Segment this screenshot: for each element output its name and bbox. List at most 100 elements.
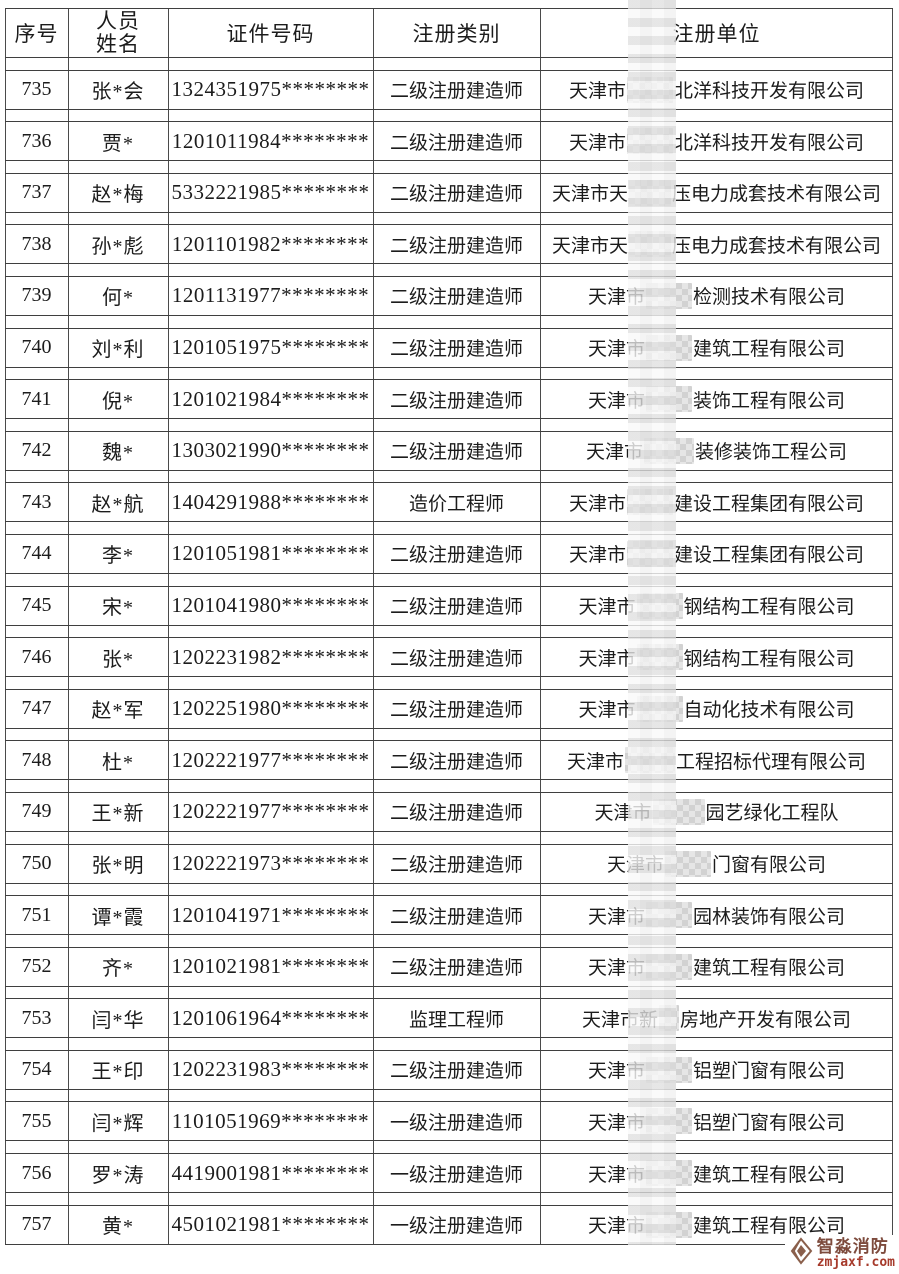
redacted-block: [665, 850, 711, 877]
table-vline: [168, 8, 169, 1245]
redacted-block: [627, 128, 673, 155]
column-header-id: 证件号码: [226, 22, 315, 46]
redacted-block: [627, 489, 673, 516]
person-name: 倪*: [102, 390, 134, 413]
person-name: 赵*梅: [91, 184, 145, 207]
register-unit: 天津市 北洋科技开发有限公司: [540, 122, 893, 160]
register-unit: 天津市 建筑工程有限公司: [540, 1206, 893, 1244]
unit-name-suffix: 建设工程集团有限公司: [674, 545, 865, 567]
row-index: 751: [21, 903, 52, 926]
register-category: 一级注册建造师: [389, 1164, 523, 1186]
row-index: 749: [21, 800, 52, 823]
redacted-block: [627, 76, 673, 103]
register-category: 二级注册建造师: [389, 648, 523, 670]
register-category: 二级注册建造师: [389, 184, 523, 206]
id-number: 1201131977********: [171, 283, 370, 308]
register-unit: 天津市 钢结构工程有限公司: [540, 638, 893, 676]
register-unit: 天津市 园林装饰有限公司: [540, 896, 893, 934]
id-number: 1404291988********: [171, 489, 370, 514]
register-unit: 天津市天 压电力成套技术有限公司: [540, 174, 893, 212]
table-header-row: 序号 人员 姓名 证件号码 注册类别 注册单位: [5, 8, 893, 58]
table-row: 755 闫*辉 1101051969******** 一级注册建造师 天津市 铝塑…: [5, 1101, 893, 1142]
id-number: 1202251980********: [171, 696, 370, 721]
table-vline: [540, 8, 541, 1245]
table-row: 744 李* 1201051981******** 二级注册建造师 天津市 建设工…: [5, 533, 893, 574]
table-vline: [5, 8, 6, 1245]
register-category: 二级注册建造师: [389, 442, 523, 464]
redacted-block: [646, 1160, 692, 1187]
unit-name-prefix: 天津市: [587, 287, 645, 309]
register-unit: 天津市 门窗有限公司: [540, 845, 893, 883]
unit-name-suffix: 北洋科技开发有限公司: [674, 132, 865, 154]
table-row: 749 王*新 1202221977******** 二级注册建造师 天津市 园艺…: [5, 791, 893, 832]
unit-name-suffix: 铝塑门窗有限公司: [693, 1112, 846, 1134]
row-index: 745: [21, 594, 52, 617]
redacted-block: [646, 953, 692, 980]
id-number: 4419001981********: [171, 1160, 370, 1185]
redacted-block: [636, 644, 683, 671]
unit-name-suffix: 园艺绿化工程队: [705, 803, 839, 825]
person-name: 贾*: [102, 132, 134, 155]
register-unit: 天津市天 压电力成套技术有限公司: [540, 225, 893, 263]
unit-name-prefix: 天津市: [568, 493, 626, 515]
register-unit: 天津市 装饰工程有限公司: [540, 380, 893, 418]
unit-name-prefix: 天津市: [587, 1112, 645, 1134]
column-header-category: 注册类别: [412, 22, 501, 46]
row-index: 741: [21, 387, 52, 410]
register-unit: 天津市 建筑工程有限公司: [540, 1154, 893, 1192]
redacted-block: [646, 1056, 692, 1083]
register-unit: 天津市 北洋科技开发有限公司: [540, 71, 893, 109]
register-category: 二级注册建造师: [389, 958, 523, 980]
register-unit: 天津市 园艺绿化工程队: [540, 793, 893, 831]
register-category: 二级注册建造师: [389, 855, 523, 876]
unit-name-suffix: 建设工程集团有限公司: [674, 493, 865, 515]
unit-name-prefix: 天津市: [568, 545, 626, 567]
table-row: 751 谭*霞 1201041971******** 二级注册建造师 天津市 园林…: [5, 895, 893, 936]
table-row: 738 孙*彪 1201101982******** 二级注册建造师 天津市天 压…: [5, 224, 893, 265]
id-number: 1201101982********: [171, 231, 370, 256]
redacted-block: [629, 179, 671, 206]
register-category: 监理工程师: [408, 1009, 504, 1031]
redacted-block: [636, 592, 683, 619]
unit-name-prefix: 天津市: [606, 855, 664, 876]
person-name: 王*印: [91, 1061, 145, 1084]
redacted-block: [644, 437, 694, 464]
redacted-block: [646, 1211, 692, 1238]
row-index: 746: [21, 645, 52, 668]
register-unit: 天津市 建设工程集团有限公司: [540, 535, 893, 573]
register-category: 二级注册建造师: [389, 906, 523, 928]
unit-name-suffix: 压电力成套技术有限公司: [672, 184, 882, 206]
register-unit: 天津市 钢结构工程有限公司: [540, 587, 893, 625]
unit-name-prefix: 天津市: [587, 1061, 645, 1083]
table-row: 742 魏* 1303021990******** 二级注册建造师 天津市 装修装…: [5, 430, 893, 471]
table-row: 750 张*明 1202221973******** 二级注册建造师 天津市 门窗…: [5, 843, 893, 884]
id-number: 1101051969********: [171, 1108, 370, 1133]
id-number: 1303021990********: [171, 438, 370, 463]
register-category: 二级注册建造师: [389, 339, 523, 361]
person-name: 王*新: [91, 803, 145, 826]
id-number: 1201061964********: [171, 1005, 370, 1030]
unit-name-prefix: 天津市: [568, 132, 626, 154]
register-unit: 天津市 工程招标代理有限公司: [540, 741, 893, 779]
register-category: 二级注册建造师: [389, 287, 523, 309]
table-row: 743 赵*航 1404291988******** 造价工程师 天津市 建设工程…: [5, 482, 893, 523]
unit-name-prefix: 天津市: [587, 390, 645, 412]
register-category: 二级注册建造师: [389, 132, 523, 154]
id-number: 1202221977********: [171, 799, 370, 824]
register-unit: 天津市 铝塑门窗有限公司: [540, 1051, 893, 1089]
person-name: 刘*利: [91, 339, 145, 362]
unit-name-suffix: 钢结构工程有限公司: [683, 648, 855, 670]
register-unit: 天津市新 房地产开发有限公司: [540, 999, 893, 1037]
redacted-block: [646, 334, 692, 361]
unit-name-prefix: 天津市: [594, 803, 652, 825]
unit-name-prefix: 天津市: [578, 597, 636, 619]
unit-name-suffix: 工程招标代理有限公司: [676, 751, 867, 773]
unit-name-suffix: 自动化技术有限公司: [683, 700, 855, 722]
redacted-block: [646, 902, 692, 929]
watermark-site: zmjaxf.com: [816, 1254, 895, 1270]
unit-name-prefix: 天津市: [568, 81, 626, 103]
register-category: 二级注册建造师: [389, 390, 523, 412]
column-header-unit: 注册单位: [672, 22, 761, 46]
table-vline: [373, 8, 374, 1245]
row-index: 743: [21, 490, 52, 513]
